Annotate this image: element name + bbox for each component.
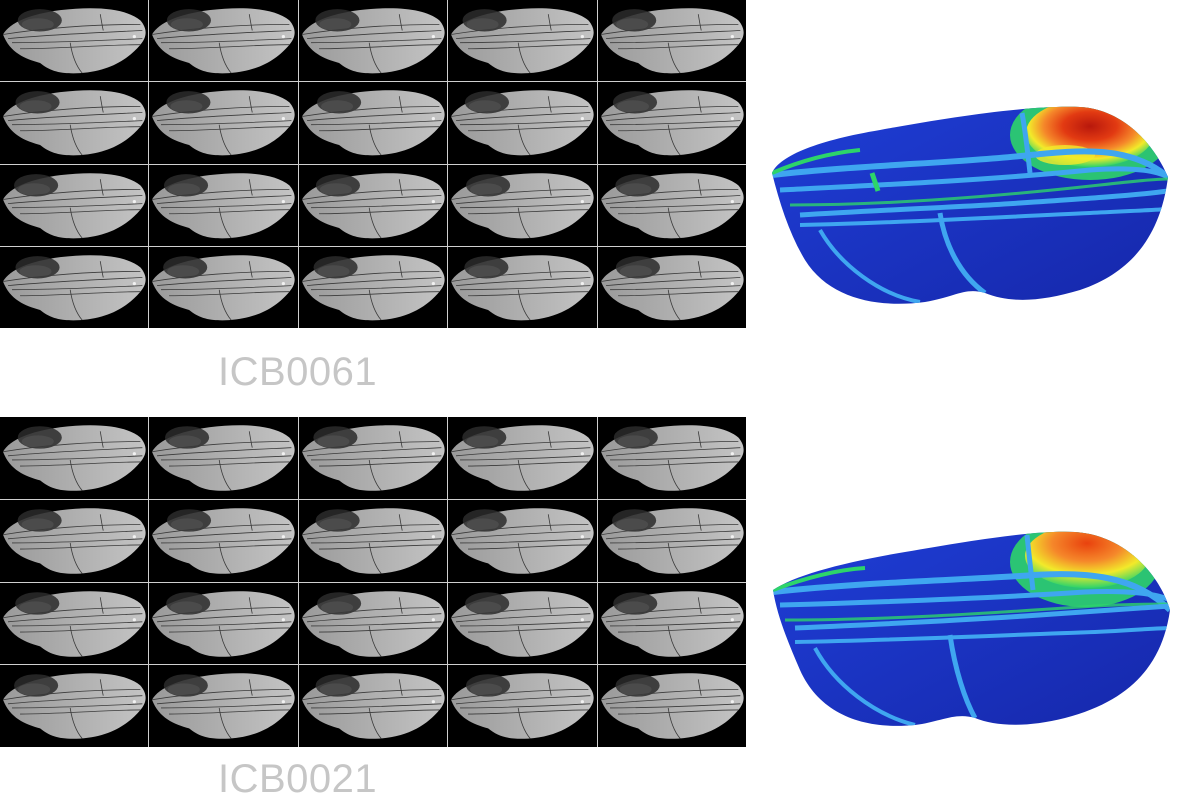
wing-thumbnail	[597, 499, 746, 582]
wing-thumbnail	[0, 499, 149, 582]
heatmap-wing-icb0021	[773, 531, 1170, 726]
wing-thumbnail	[298, 82, 448, 164]
wing-thumbnail	[0, 246, 149, 328]
wing-thumbnail	[149, 582, 298, 665]
wing-thumbnail	[149, 246, 298, 328]
wing-thumbnail	[448, 665, 597, 747]
wing-thumbnail	[149, 82, 298, 164]
wing-thumbnail	[448, 82, 597, 164]
wing-thumbnail	[298, 665, 448, 747]
wing-thumbnail	[448, 246, 597, 328]
wing-thumbnail	[448, 499, 597, 582]
wing-thumbnail	[0, 164, 149, 246]
wing-thumbnail	[149, 0, 298, 82]
wing-thumbnail	[0, 665, 149, 747]
wing-thumbnail	[597, 82, 746, 164]
wing-thumbnail	[597, 665, 746, 747]
wing-thumbnail	[149, 417, 298, 499]
wing-thumbnail	[0, 582, 149, 665]
wing-thumbnail	[448, 582, 597, 665]
wing-image-grid-icb0021	[0, 417, 746, 747]
wing-thumbnail	[298, 164, 448, 246]
wing-thumbnail	[298, 582, 448, 665]
wing-thumbnail	[298, 417, 448, 499]
wing-thumbnail	[298, 246, 448, 328]
wing-thumbnail	[448, 417, 597, 499]
wing-thumbnail	[597, 417, 746, 499]
wing-thumbnail	[597, 0, 746, 82]
wing-thumbnail	[597, 246, 746, 328]
wing-thumbnail	[0, 417, 149, 499]
wing-thumbnail	[448, 164, 597, 246]
specimen-label-icb0021: ICB0021	[218, 757, 378, 801]
wing-image-grid-icb0061	[0, 0, 746, 328]
wing-thumbnail	[597, 582, 746, 665]
wing-thumbnail	[0, 0, 149, 82]
wing-thumbnail	[597, 164, 746, 246]
wing-thumbnail	[149, 499, 298, 582]
wing-thumbnail	[448, 0, 597, 82]
heatmap-wing-icb0061	[772, 106, 1168, 304]
wing-thumbnail	[0, 82, 149, 164]
wing-thumbnail	[149, 665, 298, 747]
wing-thumbnail	[149, 164, 298, 246]
wing-thumbnail	[298, 0, 448, 82]
specimen-label-icb0061: ICB0061	[218, 350, 378, 394]
wing-thumbnail	[298, 499, 448, 582]
